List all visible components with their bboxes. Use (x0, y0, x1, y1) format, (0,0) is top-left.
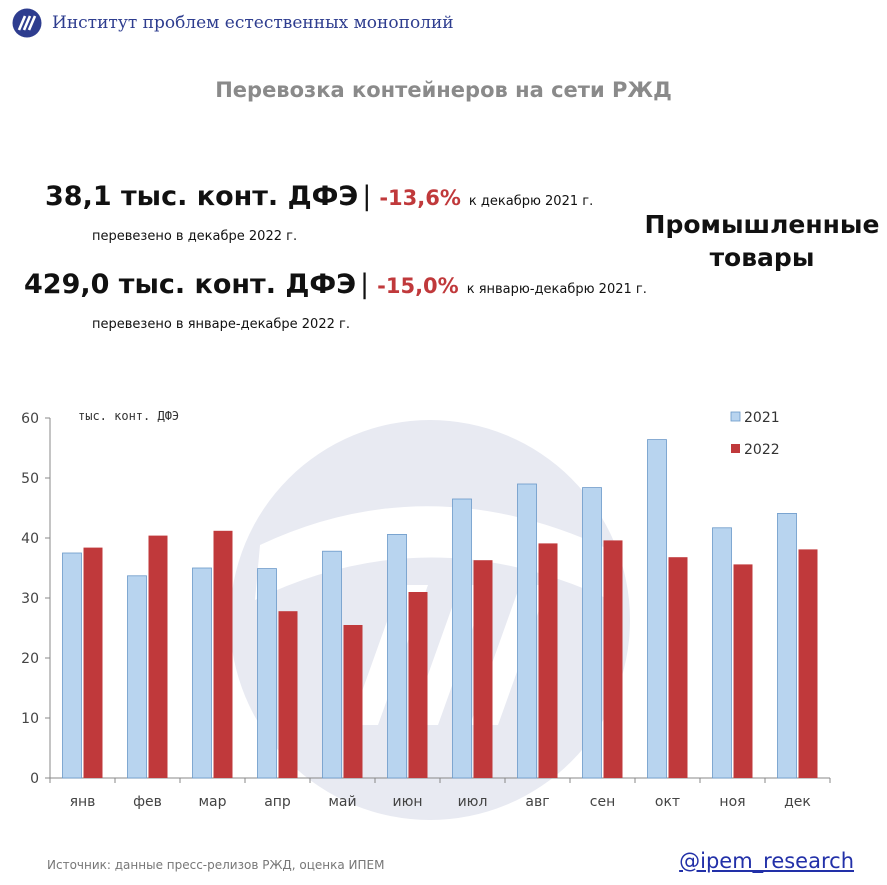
bar-2021-ноя (712, 527, 732, 779)
x-tick-label: апр (264, 794, 291, 810)
bar-2022-сен (603, 540, 623, 778)
stat-change: -13,6% (379, 186, 461, 210)
bar-2021-окт (647, 439, 667, 779)
x-tick-label: май (328, 794, 356, 810)
bar-2022-янв (83, 547, 103, 778)
bar-2022-окт (668, 557, 688, 778)
stat-value: 38,1 тыс. конт. ДФЭ (45, 181, 359, 212)
bar-2022-июл (473, 560, 493, 778)
stat-note: к декабрю 2021 г. (468, 194, 594, 209)
stat-note: к январю-декабрю 2021 г. (466, 282, 647, 297)
bar-2021-янв (62, 552, 82, 779)
stat-divider: | (360, 269, 370, 300)
x-tick-label: окт (655, 794, 680, 810)
legend-swatch-2022 (731, 444, 740, 453)
bar-2021-мар (192, 567, 212, 779)
y-tick-label: 10 (21, 711, 39, 727)
y-tick-label: 30 (21, 591, 39, 607)
y-tick-label: 50 (21, 471, 39, 487)
bar-2022-фев (148, 535, 168, 778)
legend-label-2021: 2021 (744, 410, 780, 426)
bar-2022-авг (538, 543, 558, 778)
legend-label-2022: 2022 (744, 442, 780, 458)
bar-2021-фев (127, 575, 147, 779)
bar-2021-июн (387, 533, 407, 779)
bar-2022-мар (213, 530, 233, 778)
stat-line-year: 429,0 тыс. конт. ДФЭ | -15,0% к январю-д… (24, 269, 647, 300)
bar-2021-авг (517, 483, 537, 779)
x-tick-label: фев (133, 794, 162, 810)
x-tick-label: дек (784, 794, 811, 810)
bar-2021-май (322, 550, 342, 779)
x-tick-label: янв (70, 794, 96, 810)
y-tick-label: 0 (30, 771, 39, 787)
org-name: Институт проблем естественных монополий (52, 13, 454, 33)
legend-swatch-2021 (730, 411, 741, 422)
bar-2022-май (343, 625, 363, 778)
bar-chart: 0 10 20 30 40 50 60 янв фев мар апр май июн июл авг сен… (21, 409, 831, 820)
social-handle-link[interactable]: @ipem_research (679, 849, 854, 873)
source-note: Источник: данные пресс-релизов РЖД, оцен… (47, 858, 385, 872)
x-tick-label: июл (458, 794, 488, 810)
bar-2022-июн (408, 592, 428, 778)
stat-sub-december: перевезено в декабре 2022 г. (92, 229, 298, 244)
bar-2021-июл (452, 498, 472, 779)
x-tick-label: июн (392, 794, 422, 810)
stat-divider: | (362, 181, 372, 212)
page-title: Перевозка контейнеров на сети РЖД (215, 78, 672, 102)
x-tick-label: ноя (719, 794, 745, 810)
bar-2021-дек (777, 513, 797, 779)
stat-change: -15,0% (377, 274, 459, 298)
y-tick-label: 60 (21, 411, 39, 427)
bar-2022-ноя (733, 564, 753, 778)
header: Институт проблем естественных монополий (12, 8, 454, 38)
bar-2021-апр (257, 568, 277, 779)
x-tick-label: авг (525, 794, 549, 810)
x-tick-label: сен (590, 794, 615, 810)
legend: 2021 2022 (730, 410, 780, 458)
stat-sub-year: перевезено в январе-декабре 2022 г. (92, 317, 350, 332)
bar-2022-дек (798, 549, 818, 778)
stat-line-december: 38,1 тыс. конт. ДФЭ | -13,6% к декабрю 2… (45, 181, 593, 212)
ipem-logo-icon (12, 8, 42, 38)
y-tick-label: 20 (21, 651, 39, 667)
x-tick-label: мар (198, 794, 226, 810)
y-tick-label: 40 (21, 531, 39, 547)
y-axis-label: тыс. конт. ДФЭ (78, 409, 179, 423)
stat-value: 429,0 тыс. конт. ДФЭ (24, 269, 357, 300)
bar-2021-сен (582, 487, 602, 779)
category-label: Промышленные товары (644, 210, 880, 272)
bar-2022-апр (278, 611, 298, 778)
